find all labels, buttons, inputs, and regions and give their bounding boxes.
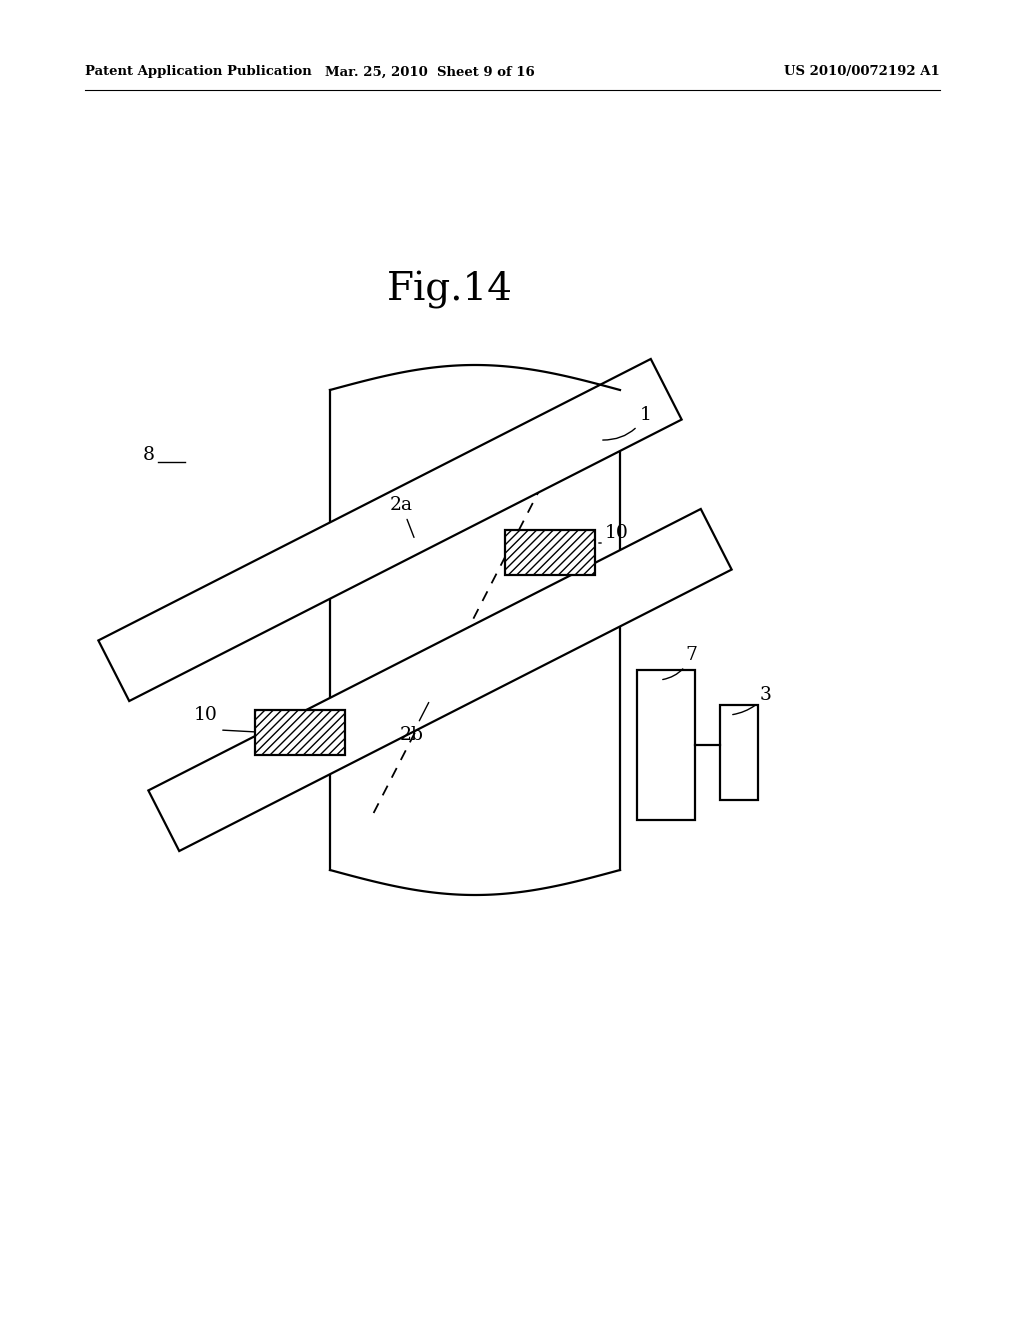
Text: 8: 8 [143, 446, 155, 465]
Text: 7: 7 [663, 645, 697, 680]
Bar [720, 705, 758, 800]
Text: 1: 1 [603, 407, 652, 440]
Text: US 2010/0072192 A1: US 2010/0072192 A1 [784, 66, 940, 78]
Polygon shape [148, 510, 731, 851]
Text: Mar. 25, 2010  Sheet 9 of 16: Mar. 25, 2010 Sheet 9 of 16 [326, 66, 535, 78]
Bar [255, 710, 345, 755]
Bar [505, 531, 595, 576]
Text: 2b: 2b [400, 702, 429, 744]
Bar [637, 671, 695, 820]
Text: 2a: 2a [390, 496, 414, 537]
Text: 10: 10 [195, 706, 218, 723]
Text: Patent Application Publication: Patent Application Publication [85, 66, 311, 78]
Text: 10: 10 [605, 524, 629, 543]
Text: 3: 3 [733, 686, 772, 714]
Text: Fig.14: Fig.14 [387, 271, 513, 309]
Polygon shape [98, 359, 682, 701]
